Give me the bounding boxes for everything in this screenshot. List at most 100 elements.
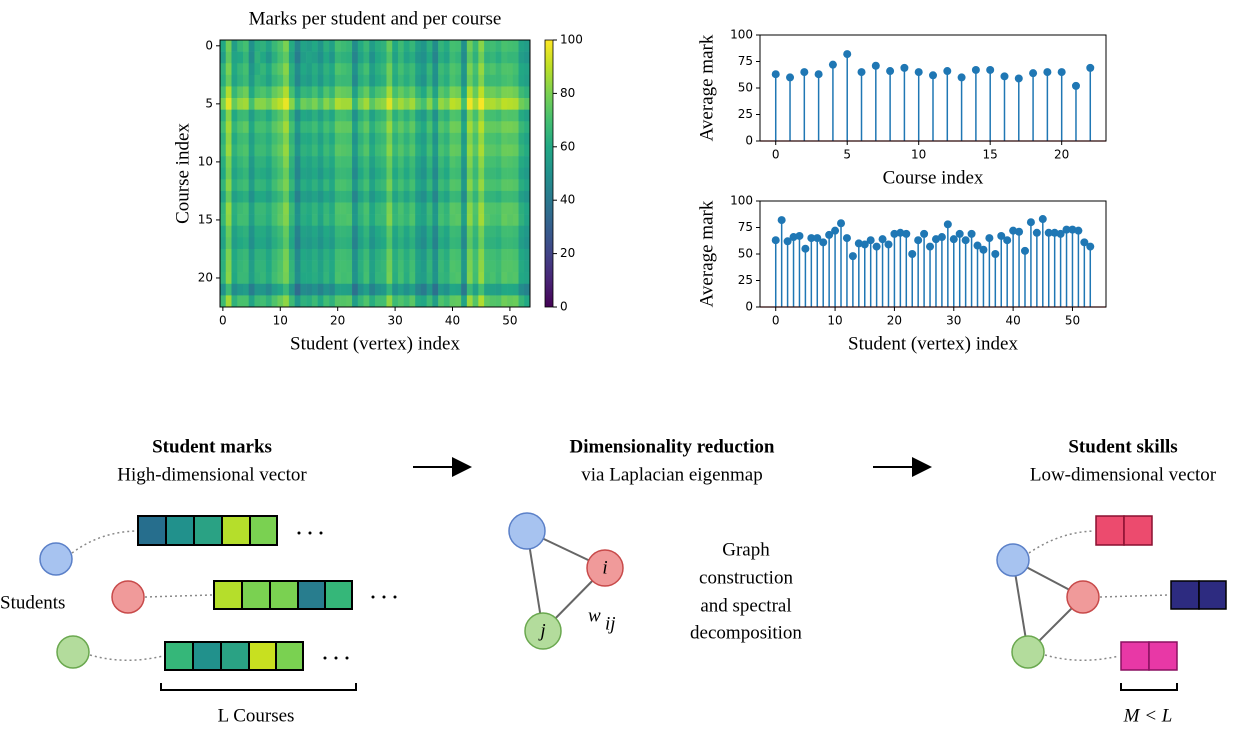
heat-cell: [340, 179, 347, 192]
heat-cell: [311, 248, 318, 261]
heat-cell: [438, 63, 445, 76]
heat-cell: [392, 202, 399, 215]
heat-cell: [283, 202, 290, 215]
heat-cell: [461, 179, 468, 192]
heat-cell: [271, 214, 278, 227]
heat-cell: [507, 144, 514, 157]
heat-cell: [495, 40, 502, 52]
heat-cell: [306, 74, 313, 87]
heat-cell: [392, 74, 399, 87]
heat-cell: [288, 167, 295, 180]
heat-cell: [271, 144, 278, 157]
heat-cell: [340, 40, 347, 52]
heat-cell: [478, 144, 485, 157]
heat-cell: [524, 98, 531, 110]
heat-cell: [512, 214, 519, 227]
heat-cell: [415, 40, 422, 52]
heat-cell: [248, 121, 255, 134]
heat-cell: [478, 214, 485, 227]
heat-cell: [449, 74, 456, 87]
x-tick-label: 0: [219, 314, 227, 328]
heat-cell: [466, 272, 473, 285]
heat-cell: [311, 51, 318, 64]
heat-cell: [294, 225, 301, 238]
heat-cell: [518, 98, 525, 110]
heat-cell: [340, 202, 347, 215]
heat-cell: [363, 121, 370, 134]
heat-cell: [403, 260, 410, 273]
heat-cell: [311, 63, 318, 76]
heat-cell: [225, 109, 232, 122]
heat-cell: [461, 260, 468, 273]
heat-cell: [524, 190, 531, 203]
heat-cell: [225, 295, 232, 308]
heat-cell: [403, 63, 410, 76]
heat-cell: [340, 86, 347, 99]
heat-cell: [311, 260, 318, 273]
heat-cell: [489, 237, 496, 250]
x-tick-label: 20: [887, 314, 902, 328]
heat-cell: [420, 156, 427, 168]
heat-cell: [403, 202, 410, 215]
heat-cell: [340, 225, 347, 238]
heat-cell: [380, 179, 387, 192]
heat-cell: [242, 225, 250, 238]
heat-cell: [397, 63, 405, 76]
heat-cell: [340, 74, 347, 87]
heat-cell: [466, 132, 473, 145]
stem-marker: [1071, 81, 1080, 90]
heat-cell: [277, 51, 284, 64]
heat-cell: [231, 225, 238, 238]
heat-cell: [380, 248, 387, 261]
heat-cell: [443, 132, 450, 145]
heat-cell: [386, 202, 393, 215]
heat-cell: [254, 156, 261, 168]
heat-cell: [438, 237, 445, 250]
heat-cell: [484, 272, 491, 285]
heat-cell: [317, 109, 324, 122]
section-subtitle: via Laplacian eigenmap: [581, 464, 762, 485]
heat-cell: [489, 179, 496, 192]
heat-cell: [248, 109, 255, 122]
heat-cell: [311, 295, 318, 308]
heat-cell: [455, 98, 462, 110]
heat-cell: [277, 132, 284, 145]
heat-cell: [265, 225, 272, 238]
heat-cell: [397, 98, 405, 110]
cell: [275, 641, 304, 671]
y-tick-label: 20: [198, 270, 213, 284]
heat-cell: [369, 63, 376, 76]
heat-cell: [397, 248, 405, 261]
heat-cell: [397, 225, 405, 238]
cell: [164, 641, 194, 671]
heat-cell: [415, 179, 422, 192]
heat-cell: [438, 190, 445, 203]
heat-cell: [300, 179, 307, 192]
heat-cell: [501, 202, 508, 215]
heat-cell: [438, 98, 445, 110]
heat-cell: [288, 283, 295, 296]
heat-cell: [300, 156, 307, 168]
heat-cell: [300, 144, 307, 157]
heat-cell: [495, 74, 502, 87]
heat-cell: [489, 86, 496, 99]
heat-cell: [334, 51, 341, 64]
heat-cell: [254, 283, 261, 296]
heat-cell: [518, 283, 525, 296]
heat-cell: [225, 98, 232, 110]
heat-cell: [352, 260, 359, 273]
heat-cell: [363, 167, 370, 180]
heat-cell: [415, 260, 422, 273]
heat-cell: [420, 109, 427, 122]
heat-cell: [397, 260, 405, 273]
heat-cell: [426, 74, 433, 87]
heat-cell: [288, 237, 295, 250]
heat-cell: [443, 40, 450, 52]
heat-cell: [403, 121, 410, 134]
heat-cell: [380, 225, 387, 238]
heat-cell: [380, 272, 387, 285]
heat-cell: [409, 179, 416, 192]
heat-cell: [311, 74, 318, 87]
heat-cell: [420, 202, 427, 215]
heat-cell: [294, 179, 301, 192]
